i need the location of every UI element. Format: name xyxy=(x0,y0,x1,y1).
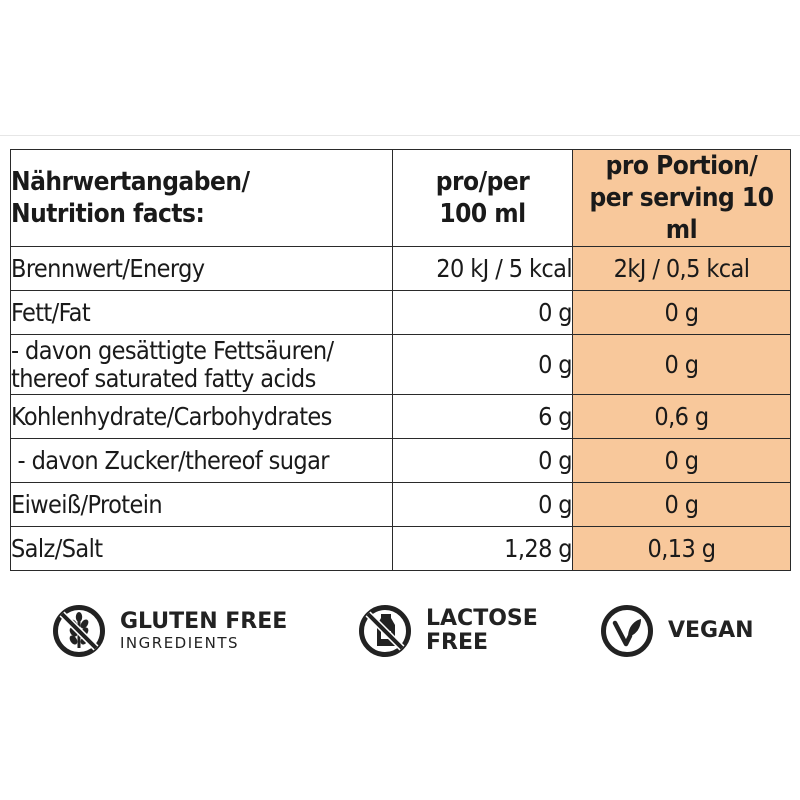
row-name: Brennwert/Energy xyxy=(10,246,393,291)
row-name: - davon gesättigte Fettsäuren/ thereof s… xyxy=(10,334,393,395)
header-per-100-line1: pro/per xyxy=(435,167,530,197)
row-name: - davon Zucker/thereof sugar xyxy=(10,438,393,483)
row-per-100: 0 g xyxy=(392,334,573,395)
row-per-serving: 2kJ / 0,5 kcal xyxy=(572,246,791,291)
dietary-badges: GLUTEN FREE INGREDIENTS LACTOSE FREE VEG… xyxy=(0,600,800,670)
milk-carton-crossed-icon xyxy=(359,605,411,657)
header-per-100-line2: 100 ml xyxy=(439,199,526,229)
lactose-free-title-line2: FREE xyxy=(426,630,489,655)
row-name: Salz/Salt xyxy=(10,526,393,571)
row-name: Eiweiß/Protein xyxy=(10,482,393,527)
table-row: Kohlenhydrate/Carbohydrates 6 g 0,6 g xyxy=(10,394,791,439)
gluten-free-badge: GLUTEN FREE INGREDIENTS xyxy=(52,604,287,658)
header-per-serving-cell: pro Portion/ per serving 10 ml xyxy=(572,149,791,247)
row-per-serving: 0,13 g xyxy=(572,526,791,571)
gluten-free-subtitle: INGREDIENTS xyxy=(120,634,240,652)
table-row: Fett/Fat 0 g 0 g xyxy=(10,290,791,335)
table-row: Brennwert/Energy 20 kJ / 5 kcal 2kJ / 0,… xyxy=(10,246,791,291)
vegan-text: VEGAN xyxy=(668,619,754,643)
header-label-de: Nährwertangaben/ xyxy=(11,167,250,197)
table-row: - davon Zucker/thereof sugar 0 g 0 g xyxy=(10,438,791,483)
vegan-v-leaf-icon xyxy=(601,605,653,657)
nutrition-table: Nährwertangaben/ Nutrition facts: pro/pe… xyxy=(10,149,791,571)
row-per-100: 0 g xyxy=(392,438,573,483)
row-per-100: 0 g xyxy=(392,290,573,335)
table-row: Eiweiß/Protein 0 g 0 g xyxy=(10,482,791,527)
header-label-en: Nutrition facts: xyxy=(11,199,205,229)
lactose-free-title-line1: LACTOSE xyxy=(426,606,538,631)
top-divider xyxy=(0,135,800,136)
lactose-free-badge: LACTOSE FREE xyxy=(358,604,538,658)
row-per-serving: 0 g xyxy=(572,334,791,395)
table-row: Salz/Salt 1,28 g 0,13 g xyxy=(10,526,791,571)
gluten-free-title: GLUTEN FREE xyxy=(120,609,288,634)
table-row: - davon gesättigte Fettsäuren/ thereof s… xyxy=(10,334,791,395)
row-name-line1: - davon gesättigte Fettsäuren/ xyxy=(11,335,334,365)
lactose-free-text: LACTOSE FREE xyxy=(426,607,538,655)
row-per-100: 20 kJ / 5 kcal xyxy=(392,246,573,291)
row-per-serving: 0 g xyxy=(572,290,791,335)
row-per-100: 6 g xyxy=(392,394,573,439)
vegan-title: VEGAN xyxy=(668,618,754,643)
table-header-row: Nährwertangaben/ Nutrition facts: pro/pe… xyxy=(10,149,791,247)
vegan-badge: VEGAN xyxy=(600,604,754,658)
header-per-serving-line2: per serving 10 ml xyxy=(589,183,774,245)
row-per-serving: 0,6 g xyxy=(572,394,791,439)
row-per-100: 0 g xyxy=(392,482,573,527)
header-label-cell: Nährwertangaben/ Nutrition facts: xyxy=(10,149,393,247)
header-per-100-cell: pro/per 100 ml xyxy=(392,149,573,247)
row-name: Kohlenhydrate/Carbohydrates xyxy=(10,394,393,439)
wheat-crossed-icon xyxy=(53,605,105,657)
row-name-line2: thereof saturated fatty acids xyxy=(11,363,316,393)
row-per-100: 1,28 g xyxy=(392,526,573,571)
gluten-free-text: GLUTEN FREE INGREDIENTS xyxy=(120,609,288,653)
row-per-serving: 0 g xyxy=(572,438,791,483)
row-name: Fett/Fat xyxy=(10,290,393,335)
row-per-serving: 0 g xyxy=(572,482,791,527)
header-per-serving-line1: pro Portion/ xyxy=(605,151,758,181)
